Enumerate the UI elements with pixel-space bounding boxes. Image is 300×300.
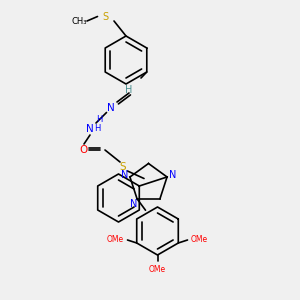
- Text: S: S: [102, 11, 108, 22]
- Text: S: S: [120, 161, 126, 172]
- Text: OMe: OMe: [107, 236, 124, 244]
- Text: N: N: [121, 170, 128, 180]
- Text: H: H: [94, 124, 101, 134]
- Text: N: N: [86, 124, 94, 134]
- Text: CH₃: CH₃: [72, 16, 87, 26]
- Text: H: H: [96, 116, 102, 124]
- Text: N: N: [169, 170, 176, 180]
- Text: OMe: OMe: [191, 236, 208, 244]
- Text: H: H: [125, 85, 133, 95]
- Text: O: O: [80, 145, 88, 155]
- Text: OMe: OMe: [149, 266, 166, 274]
- Text: N: N: [130, 199, 137, 208]
- Text: N: N: [107, 103, 115, 113]
